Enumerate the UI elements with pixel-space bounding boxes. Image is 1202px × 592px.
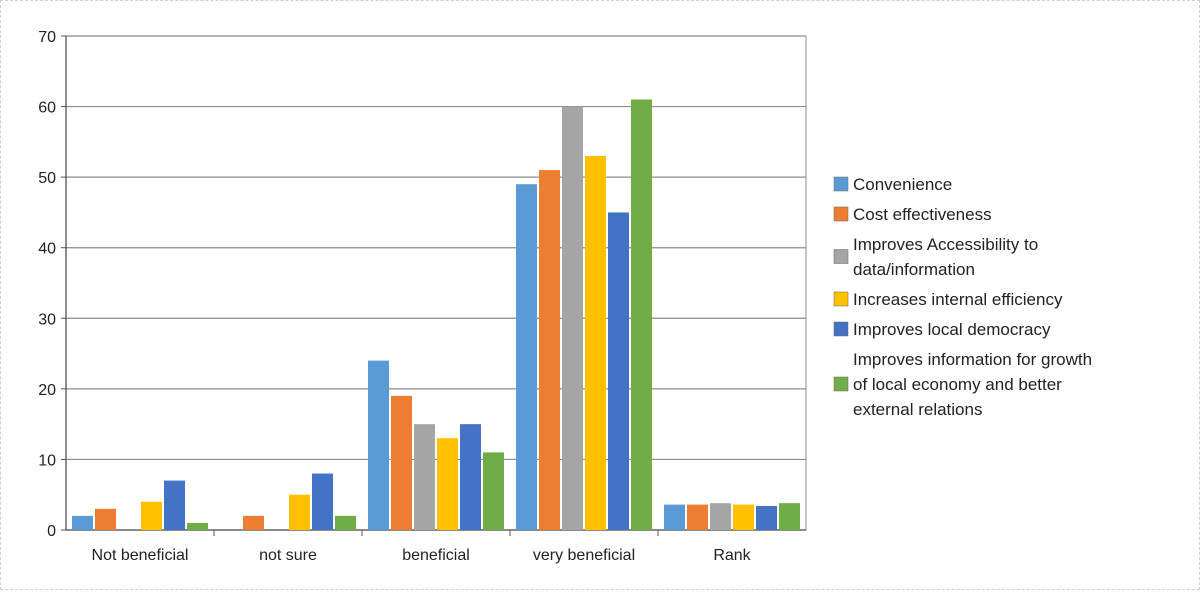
bar <box>664 504 685 530</box>
y-tick-label: 10 <box>38 452 56 469</box>
legend-label: data/information <box>853 260 975 279</box>
bar <box>335 515 356 530</box>
legend-swatch <box>833 321 849 337</box>
gridlines <box>66 35 806 461</box>
bar <box>562 106 583 531</box>
bar <box>687 504 708 530</box>
x-tick-label: Not beneficial <box>92 547 189 564</box>
bar <box>312 473 333 530</box>
y-tick-label: 50 <box>38 170 56 187</box>
bar <box>391 395 412 530</box>
y-tick-label: 70 <box>38 29 56 46</box>
bar <box>414 424 435 530</box>
legend-label: Improves Accessibility to <box>853 235 1038 254</box>
legend-label: Convenience <box>853 175 952 194</box>
x-tick-label: not sure <box>259 547 317 564</box>
bar <box>516 184 537 530</box>
y-tick-label: 40 <box>38 241 56 258</box>
tick-labels: 0 10 20 30 40 50 60 70 Not beneficial not sure ben… <box>38 29 751 564</box>
bar <box>368 360 389 530</box>
bars <box>72 99 800 531</box>
bar <box>95 508 116 530</box>
bar <box>710 503 731 530</box>
legend: Convenience Cost effectiveness Improves Ac… <box>833 175 1092 419</box>
x-tick-label: beneficial <box>402 547 470 564</box>
legend-label: Increases internal efficiency <box>853 290 1063 309</box>
y-tick-label: 60 <box>38 100 56 117</box>
legend-swatch <box>833 291 849 307</box>
bar <box>187 522 208 530</box>
legend-swatch <box>833 176 849 192</box>
bar <box>289 494 310 530</box>
bar <box>72 515 93 530</box>
bar <box>585 155 606 530</box>
y-tick-label: 20 <box>38 382 56 399</box>
bar <box>733 504 754 530</box>
bar <box>164 480 185 530</box>
bar <box>243 515 264 530</box>
bar <box>756 506 777 530</box>
legend-label: Improves information for growth <box>853 350 1092 369</box>
legend-swatch <box>833 249 849 264</box>
bar <box>608 212 629 530</box>
x-tick-label: very beneficial <box>533 547 635 564</box>
legend-swatch <box>833 206 849 222</box>
legend-swatch <box>833 376 849 392</box>
bar <box>483 452 504 530</box>
legend-label: Improves local democracy <box>853 320 1051 339</box>
x-tick-label: Rank <box>713 547 751 564</box>
y-tick-label: 0 <box>47 523 56 540</box>
bar <box>141 501 162 530</box>
bar <box>460 424 481 530</box>
legend-label: of local economy and better <box>853 375 1062 394</box>
bar <box>539 170 560 531</box>
y-tick-label: 30 <box>38 311 56 328</box>
bar <box>631 99 652 530</box>
bar <box>437 438 458 530</box>
bar <box>779 503 800 530</box>
legend-label: Cost effectiveness <box>853 205 992 224</box>
legend-label: external relations <box>853 400 982 419</box>
